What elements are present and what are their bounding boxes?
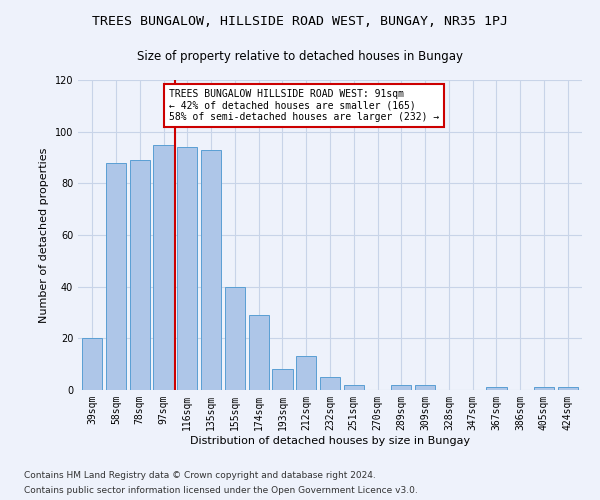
Bar — [248, 315, 269, 390]
Bar — [225, 286, 245, 390]
Bar — [201, 150, 221, 390]
Text: Size of property relative to detached houses in Bungay: Size of property relative to detached ho… — [137, 50, 463, 63]
Bar — [296, 356, 316, 390]
Bar — [177, 147, 197, 390]
Bar — [82, 338, 103, 390]
X-axis label: Distribution of detached houses by size in Bungay: Distribution of detached houses by size … — [190, 436, 470, 446]
Bar — [154, 144, 173, 390]
Text: TREES BUNGALOW HILLSIDE ROAD WEST: 91sqm
← 42% of detached houses are smaller (1: TREES BUNGALOW HILLSIDE ROAD WEST: 91sqm… — [169, 90, 439, 122]
Bar — [557, 388, 578, 390]
Bar — [487, 388, 506, 390]
Bar — [344, 385, 364, 390]
Y-axis label: Number of detached properties: Number of detached properties — [39, 148, 49, 322]
Text: TREES BUNGALOW, HILLSIDE ROAD WEST, BUNGAY, NR35 1PJ: TREES BUNGALOW, HILLSIDE ROAD WEST, BUNG… — [92, 15, 508, 28]
Text: Contains public sector information licensed under the Open Government Licence v3: Contains public sector information licen… — [24, 486, 418, 495]
Bar — [320, 377, 340, 390]
Bar — [391, 385, 412, 390]
Bar — [415, 385, 435, 390]
Bar — [272, 370, 293, 390]
Bar — [534, 388, 554, 390]
Bar — [130, 160, 150, 390]
Bar — [106, 162, 126, 390]
Text: Contains HM Land Registry data © Crown copyright and database right 2024.: Contains HM Land Registry data © Crown c… — [24, 471, 376, 480]
